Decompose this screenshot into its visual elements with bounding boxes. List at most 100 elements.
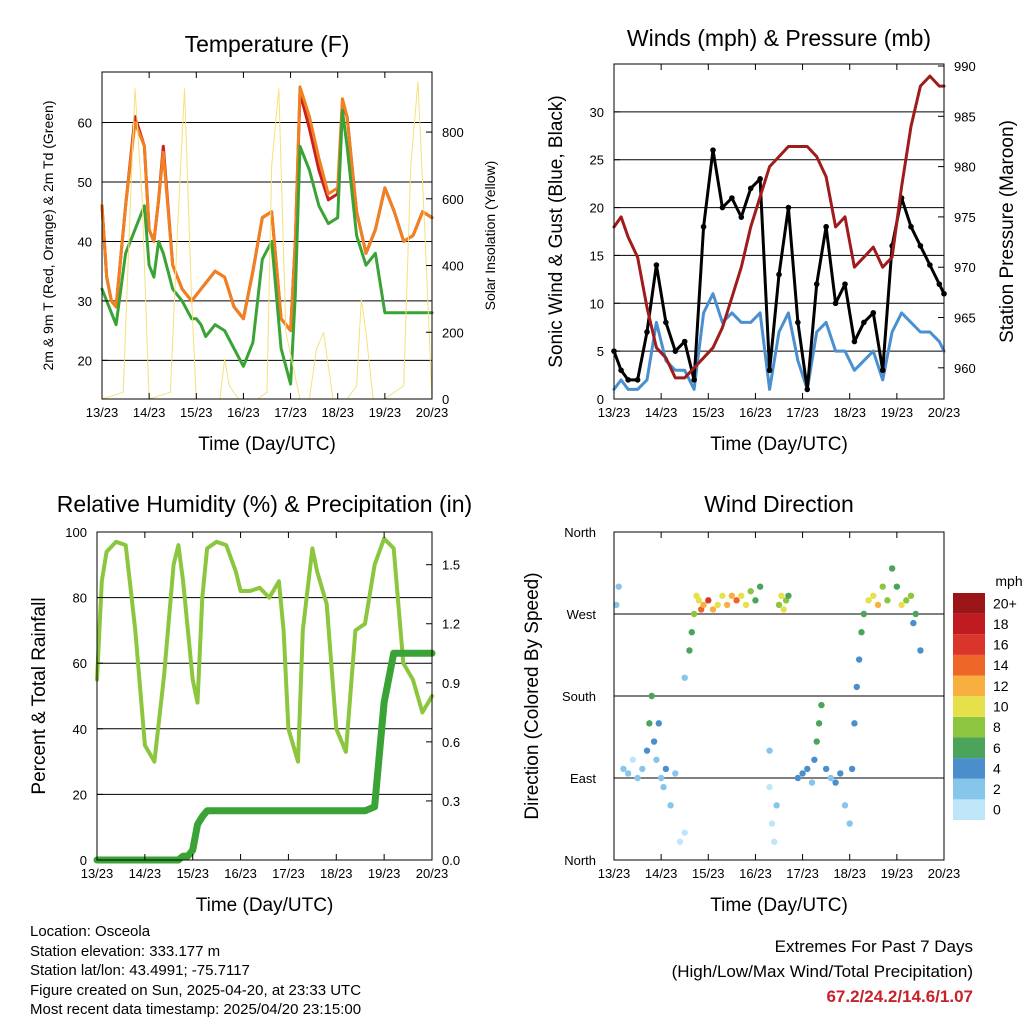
plot-frame: [613, 63, 945, 400]
y-tick-label-right: 1.2: [442, 617, 460, 632]
colorbar-title: mph: [995, 573, 1022, 589]
direction-point: [855, 656, 863, 663]
gust-point: [691, 377, 697, 383]
y-tick-label-right: 965: [954, 311, 976, 326]
direction-point: [893, 583, 901, 590]
chart-temp: 13/23 14/23 15/23 16/23 17/23 18/23 19/23 20/23…: [40, 31, 498, 455]
colorbar-label: 2: [993, 781, 1001, 797]
colorbar-label: 20+: [993, 595, 1017, 611]
x-tick-label: 20/23: [416, 405, 449, 420]
direction-point: [815, 720, 823, 727]
gust-point: [842, 281, 848, 287]
station-info: Location: Osceola Station elevation: 333…: [30, 922, 361, 1020]
y-axis-title-left: Percent & Total Rainfall: [29, 597, 50, 794]
y-tick-label-right: 0.9: [442, 676, 460, 691]
y-tick-label-right: 985: [954, 109, 976, 124]
direction-point: [778, 592, 785, 599]
y-tick-label-right: 0.3: [442, 794, 460, 809]
direction-point: [884, 597, 891, 604]
direction-point: [686, 647, 693, 654]
direction-point: [714, 601, 721, 609]
gust-point: [936, 281, 943, 287]
direction-point: [747, 588, 754, 595]
gust-point: [644, 329, 650, 335]
colorbar-swatch: [953, 758, 985, 779]
y-tick-label-left: 50: [78, 175, 92, 190]
direction-point: [648, 692, 655, 700]
x-tick-label: 14/23: [133, 405, 166, 420]
info-created: Figure created on Sun, 2025-04-20, at 23…: [30, 981, 362, 999]
direction-point: [723, 601, 731, 609]
x-axis-title: Time (Day/UTC): [710, 434, 848, 455]
y-tick-label-right: 200: [442, 325, 464, 340]
chart-title: Wind Direction: [704, 491, 854, 517]
x-tick-label: 17/23: [274, 405, 307, 420]
direction-point: [620, 765, 627, 773]
y-tick-label-right: 400: [442, 259, 464, 274]
x-tick-label: 15/23: [176, 866, 209, 881]
y-tick-label-left: North: [564, 853, 596, 868]
gust-point: [832, 300, 839, 307]
gust-point: [766, 367, 773, 374]
direction-point: [681, 674, 688, 681]
x-axis-title: Time (Day/UTC): [198, 434, 336, 455]
direction-point: [700, 601, 707, 609]
gust-point: [710, 147, 716, 153]
y-tick-label-right: 0.6: [442, 735, 460, 750]
gust-point: [804, 386, 811, 393]
colorbar: mph 0 2 4 6 8 10 12 14 16 18 20+: [953, 573, 1023, 820]
gust-point: [672, 348, 679, 354]
x-tick-label: 17/23: [272, 866, 305, 881]
y-tick-label-left: South: [562, 689, 596, 704]
direction-point: [756, 583, 764, 590]
y-tick-label-left: 30: [590, 105, 604, 120]
gust-point: [917, 243, 924, 249]
x-tick-label: 14/23: [645, 866, 678, 881]
direction-point: [851, 720, 858, 727]
direction-point: [785, 592, 792, 599]
direction-point: [657, 774, 665, 782]
gust-point: [879, 367, 886, 374]
direction-point: [907, 592, 915, 599]
info-location: Location: Osceola: [30, 923, 151, 940]
gust-point: [861, 319, 867, 326]
info-elevation: Station elevation: 333.177 m: [30, 942, 221, 960]
direction-point: [841, 802, 849, 809]
x-tick-label: 18/23: [321, 405, 354, 420]
x-tick-label: 20/23: [416, 866, 449, 881]
gust-point: [747, 185, 754, 192]
y-tick-label-left: West: [567, 607, 597, 622]
direction-point: [768, 820, 776, 827]
y-tick-label-right: 975: [954, 210, 976, 225]
y-tick-label-left: 60: [78, 116, 92, 131]
direction-point: [811, 756, 818, 763]
y-tick-label-left: East: [570, 771, 596, 786]
direction-point: [615, 583, 622, 590]
x-axis-title: Time (Day/UTC): [710, 895, 848, 916]
x-tick-label: 18/23: [320, 866, 353, 881]
x-tick-label: 13/23: [598, 866, 631, 881]
y-tick-label-right: 0.0: [442, 853, 460, 868]
x-tick-label: 15/23: [180, 405, 213, 420]
gust-point: [851, 338, 858, 345]
direction-point: [846, 820, 853, 827]
direction-point: [848, 765, 856, 773]
colorbar-label: 6: [993, 740, 1001, 756]
direction-point: [613, 601, 620, 609]
direction-point: [738, 592, 745, 599]
direction-point: [837, 770, 844, 777]
gust-point: [700, 223, 707, 230]
gust-point: [927, 262, 933, 268]
y-tick-label-left: 40: [73, 722, 87, 737]
y-tick-label-left: North: [564, 525, 596, 540]
y-tick-label-right: 0: [442, 392, 449, 407]
x-tick-label: 16/23: [739, 866, 772, 881]
info-latlon: Station lat/lon: 43.4991; -75.7117: [30, 962, 250, 979]
colorbar-label: 0: [993, 802, 1001, 818]
gust-point: [776, 271, 782, 278]
direction-point: [690, 610, 698, 618]
direction-point: [709, 606, 717, 613]
direction-point: [865, 597, 872, 604]
colorbar-label: 14: [993, 657, 1009, 673]
